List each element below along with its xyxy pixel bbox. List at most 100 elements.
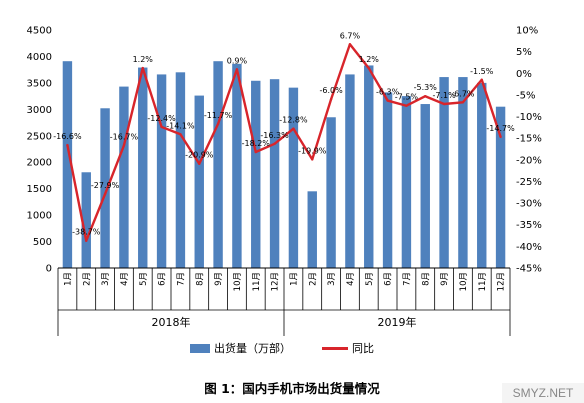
data-label: -6.0%	[319, 86, 343, 95]
x-axis: 1月 2月 3月 4月 5月 6月 7月 8月 9月 10月 11月 12月 1月 2月 3月 4月 5月 6月 7…	[57, 267, 511, 336]
yoy-point	[66, 143, 69, 147]
right-tick-label: -30%	[516, 199, 542, 210]
right-tick-label: -40%	[516, 242, 542, 253]
left-tick-label: 1500	[27, 184, 52, 195]
bar	[477, 82, 487, 268]
bar	[269, 79, 280, 268]
data-label: -18.2%	[242, 139, 271, 148]
yoy-point	[461, 101, 465, 104]
bars	[62, 61, 506, 269]
left-tick-label: 500	[33, 237, 52, 248]
right-tick-label: -35%	[516, 220, 542, 231]
left-tick-label: 3000	[27, 105, 52, 116]
bar	[326, 117, 336, 269]
yoy-point	[122, 144, 126, 147]
yoy-point	[273, 142, 276, 146]
month-tick-label: 8月	[421, 272, 431, 286]
legend-bar-label: 出货量（万部）	[214, 342, 291, 355]
bar	[345, 74, 355, 268]
right-tick-label: -45%	[516, 264, 542, 275]
data-label: 0.9%	[227, 56, 248, 65]
data-label: 6.7%	[340, 31, 361, 40]
yoy-point	[348, 43, 352, 46]
month-tick-label: 3月	[327, 272, 337, 286]
month-tick-label: 8月	[195, 272, 205, 286]
bar	[364, 65, 374, 269]
data-label: -38.7%	[72, 228, 101, 237]
month-tick-label: 11月	[252, 272, 262, 291]
data-label: -16.6%	[53, 132, 82, 141]
month-tick-label: 12月	[497, 272, 507, 291]
month-tick-label: 12月	[271, 272, 281, 291]
bar	[439, 77, 449, 269]
yoy-point	[311, 158, 314, 161]
month-tick-label: 2月	[308, 272, 318, 286]
right-axis-ticks: -45% -40% -35% -30% -25% -20% -15% -10% -5% 0% 5% 1…	[516, 26, 542, 275]
bar	[81, 172, 91, 268]
data-label: -14.1%	[166, 121, 195, 130]
data-label: -19.9%	[298, 146, 327, 155]
legend-line-swatch	[322, 346, 348, 350]
data-label: -14.7%	[486, 124, 515, 133]
year-label: 2018年	[152, 315, 191, 329]
month-tick-label: 11月	[478, 272, 488, 291]
month-tick-label: 4月	[346, 272, 356, 286]
yoy-point	[103, 192, 107, 196]
bar	[458, 77, 468, 269]
legend: 出货量（万部） 同比	[0, 336, 584, 356]
yoy-point	[329, 98, 333, 101]
month-tick-label: 9月	[440, 272, 450, 286]
yoy-point	[160, 125, 163, 129]
month-tick-label: 10月	[459, 272, 469, 291]
site-watermark: SMYZ.NET	[502, 383, 584, 403]
yoy-point	[235, 68, 239, 71]
data-labels: -16.6% -38.7% -27.9% -16.7% 1.2% -12.4%-14.1%…	[53, 31, 515, 236]
left-tick-label: 3500	[27, 78, 52, 89]
data-label: -16.3%	[260, 131, 289, 140]
month-tick-label: 5月	[139, 272, 149, 286]
yoy-point	[367, 66, 370, 70]
data-label: -6.7%	[451, 89, 475, 98]
data-label: -12.4%	[147, 114, 176, 123]
data-label: -5.3%	[414, 83, 438, 92]
yoy-point	[254, 150, 257, 154]
month-tick-label: 3月	[101, 272, 111, 286]
bar	[62, 61, 73, 269]
month-tick-label: 10月	[233, 272, 243, 291]
right-tick-label: -5%	[516, 90, 535, 101]
right-tick-label: -20%	[516, 155, 542, 166]
bar	[251, 80, 261, 268]
right-tick-label: -25%	[516, 177, 542, 188]
left-tick-label: 2500	[27, 131, 52, 142]
data-label: -1.5%	[470, 67, 494, 76]
bar	[138, 67, 148, 268]
legend-line-label: 同比	[352, 342, 374, 355]
bar	[288, 87, 299, 268]
yoy-line	[66, 43, 502, 242]
left-tick-label: 0	[46, 264, 52, 275]
left-tick-label: 1000	[27, 211, 52, 222]
yoy-point	[292, 127, 295, 130]
yoy-point	[179, 133, 182, 136]
legend-item-shipments: 出货量（万部）	[190, 340, 291, 356]
data-label: 1.2%	[133, 55, 154, 64]
data-label: -12.8%	[279, 116, 308, 125]
bar	[307, 191, 317, 268]
data-label: -6.3%	[376, 88, 400, 97]
bar	[401, 96, 412, 268]
yoy-point	[198, 162, 201, 165]
data-label: -16.7%	[110, 133, 139, 142]
month-tick-label: 5月	[365, 272, 375, 286]
yoy-point	[424, 95, 427, 98]
bar	[213, 61, 223, 269]
right-tick-label: 10%	[516, 26, 538, 37]
data-label: 1.2%	[359, 55, 380, 64]
year-label: 2019年	[378, 315, 417, 329]
right-tick-label: 5%	[516, 47, 532, 58]
yoy-line-path	[66, 43, 502, 242]
yoy-point	[442, 102, 446, 106]
left-tick-label: 4000	[27, 52, 52, 63]
month-tick-label: 7月	[176, 272, 186, 286]
yoy-point	[480, 78, 483, 81]
month-tick-label: 2月	[82, 272, 92, 286]
